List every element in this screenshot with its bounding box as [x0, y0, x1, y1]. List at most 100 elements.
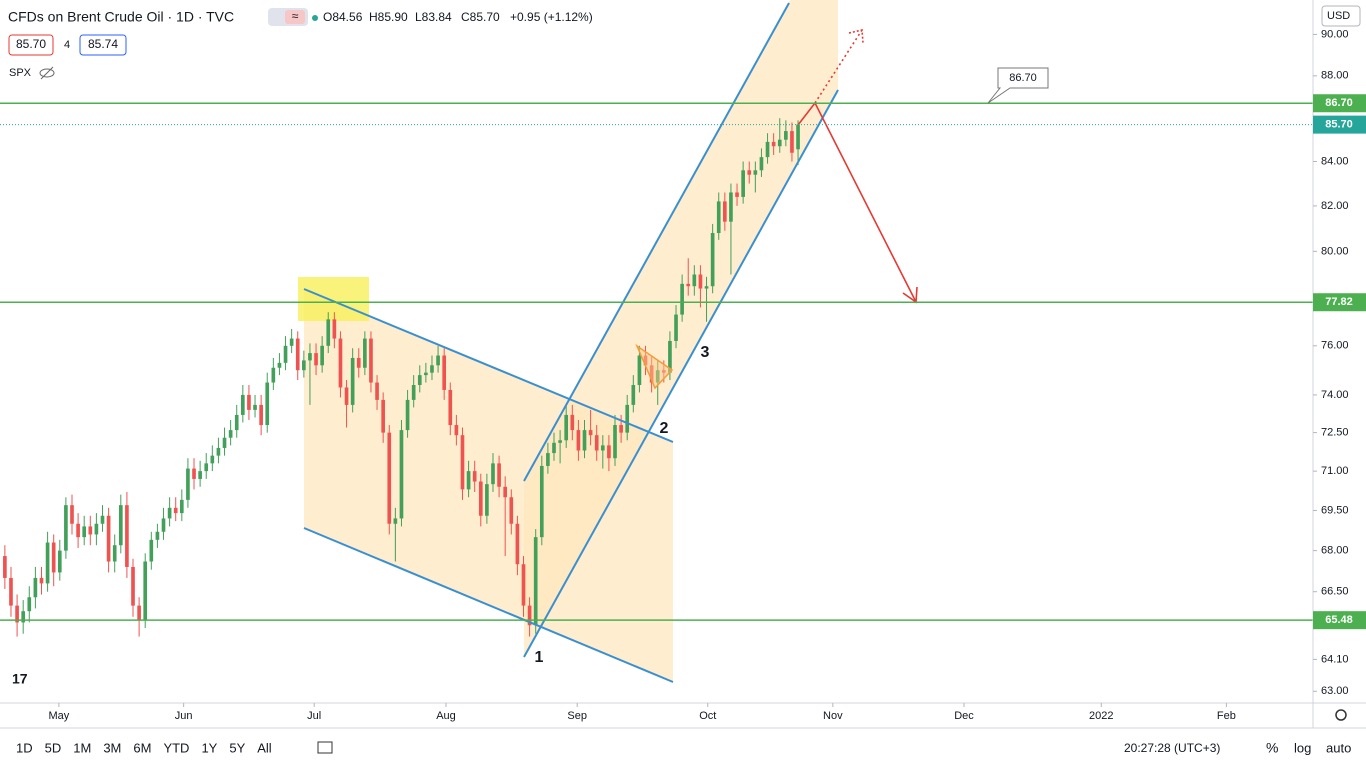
candle-body	[552, 442, 556, 454]
market-status	[312, 15, 318, 21]
candle-body	[594, 435, 599, 451]
indicator-glyph: ≈	[292, 9, 299, 23]
ohlc-open: O84.56	[323, 10, 363, 24]
y-tick-label: 63.00	[1321, 685, 1349, 697]
candle-body	[497, 463, 501, 487]
y-tick-label: 71.00	[1321, 465, 1349, 477]
range-button[interactable]: YTD	[163, 740, 189, 755]
x-tick-label: 2022	[1089, 710, 1113, 722]
candle-body	[771, 141, 776, 147]
candle-body	[100, 515, 105, 524]
y-tick-label: 68.00	[1321, 545, 1349, 557]
candle-body	[369, 338, 373, 383]
candle-body	[51, 542, 56, 573]
range-button[interactable]: 1M	[73, 740, 91, 755]
trend-lines	[303, 2, 839, 683]
sell-button[interactable]	[8, 34, 54, 56]
candle-body	[796, 124, 800, 150]
triangle-pattern	[635, 343, 674, 390]
range-button[interactable]: 5D	[45, 740, 62, 755]
candle-body	[716, 201, 721, 234]
settings-icon[interactable]	[1335, 709, 1347, 721]
range-button[interactable]: 1D	[16, 740, 33, 755]
currency-button[interactable]	[1321, 5, 1361, 27]
candle-body	[600, 445, 605, 451]
x-tick-label: May	[48, 710, 69, 722]
candle-body	[350, 357, 355, 405]
candle-body	[607, 445, 611, 459]
candle-body	[558, 440, 562, 443]
candle-body	[314, 353, 318, 366]
candle-body	[735, 192, 739, 197]
candle-body	[539, 465, 544, 538]
candle-body	[741, 170, 745, 197]
candle-body	[503, 486, 508, 498]
buy-button[interactable]	[79, 34, 127, 56]
ohlc-low: L83.84	[415, 10, 452, 24]
level-label: 65.48	[1325, 614, 1353, 626]
y-tick-label: 69.50	[1321, 504, 1349, 516]
candle-body	[576, 430, 581, 451]
range-button[interactable]: All	[257, 740, 272, 755]
candle-body	[491, 463, 495, 485]
candle-body	[784, 131, 788, 140]
candle-body	[777, 139, 782, 147]
candle-body	[161, 518, 166, 532]
range-button[interactable]: 3M	[103, 740, 121, 755]
candle-body	[710, 233, 715, 287]
tv-logo: 17	[12, 671, 28, 687]
x-tick-label: Nov	[823, 710, 843, 722]
candle-body	[674, 314, 678, 341]
level-label: 86.70	[1325, 97, 1353, 109]
candle-body	[448, 389, 453, 426]
candle-body	[332, 319, 337, 339]
hide-icon[interactable]	[39, 66, 55, 80]
candle-body	[582, 430, 587, 451]
x-tick-label: Oct	[699, 710, 716, 722]
candle-body	[729, 192, 733, 222]
percent-toggle[interactable]: %	[1266, 740, 1278, 756]
candle-body	[509, 497, 514, 524]
x-tick-label: Aug	[436, 710, 456, 722]
candle-body	[3, 556, 7, 578]
range-button[interactable]: 6M	[133, 740, 151, 755]
candle-body	[485, 484, 489, 516]
candle-body	[375, 382, 379, 400]
candle-body	[289, 338, 294, 346]
candle-body	[478, 481, 483, 516]
highlight-box	[298, 277, 369, 321]
candle-body	[387, 432, 392, 524]
range-button[interactable]: 1Y	[201, 740, 217, 755]
candle-body	[790, 131, 794, 153]
date-range-icon[interactable]	[317, 741, 333, 754]
candle-body	[149, 539, 154, 562]
candle-body	[57, 550, 62, 573]
candle-body	[228, 430, 233, 438]
candle-body	[747, 170, 752, 175]
auto-toggle[interactable]: auto	[1326, 740, 1351, 755]
candle-body	[143, 561, 148, 620]
candle-body	[216, 447, 221, 456]
ohlc-change: +0.95 (+1.12%)	[510, 10, 593, 24]
candle-body	[125, 505, 129, 567]
y-tick-label: 66.50	[1321, 586, 1349, 598]
y-tick-label: 74.00	[1321, 389, 1349, 401]
candle-body	[112, 545, 117, 562]
candle-body	[759, 157, 764, 171]
log-toggle[interactable]: log	[1294, 740, 1311, 755]
sell-price: 85.70	[16, 37, 46, 51]
arrow-head	[848, 29, 864, 44]
candle-body	[424, 372, 428, 376]
candle-body	[570, 414, 575, 431]
trend-line	[523, 2, 790, 482]
range-button[interactable]: 5Y	[229, 740, 245, 755]
candle-body	[27, 597, 32, 612]
y-tick-label: 76.00	[1321, 340, 1349, 352]
candle-body	[247, 394, 251, 410]
level-tag	[1313, 611, 1366, 630]
candle-body	[405, 399, 410, 431]
spread: 4	[64, 39, 70, 51]
candle-body	[631, 384, 636, 405]
